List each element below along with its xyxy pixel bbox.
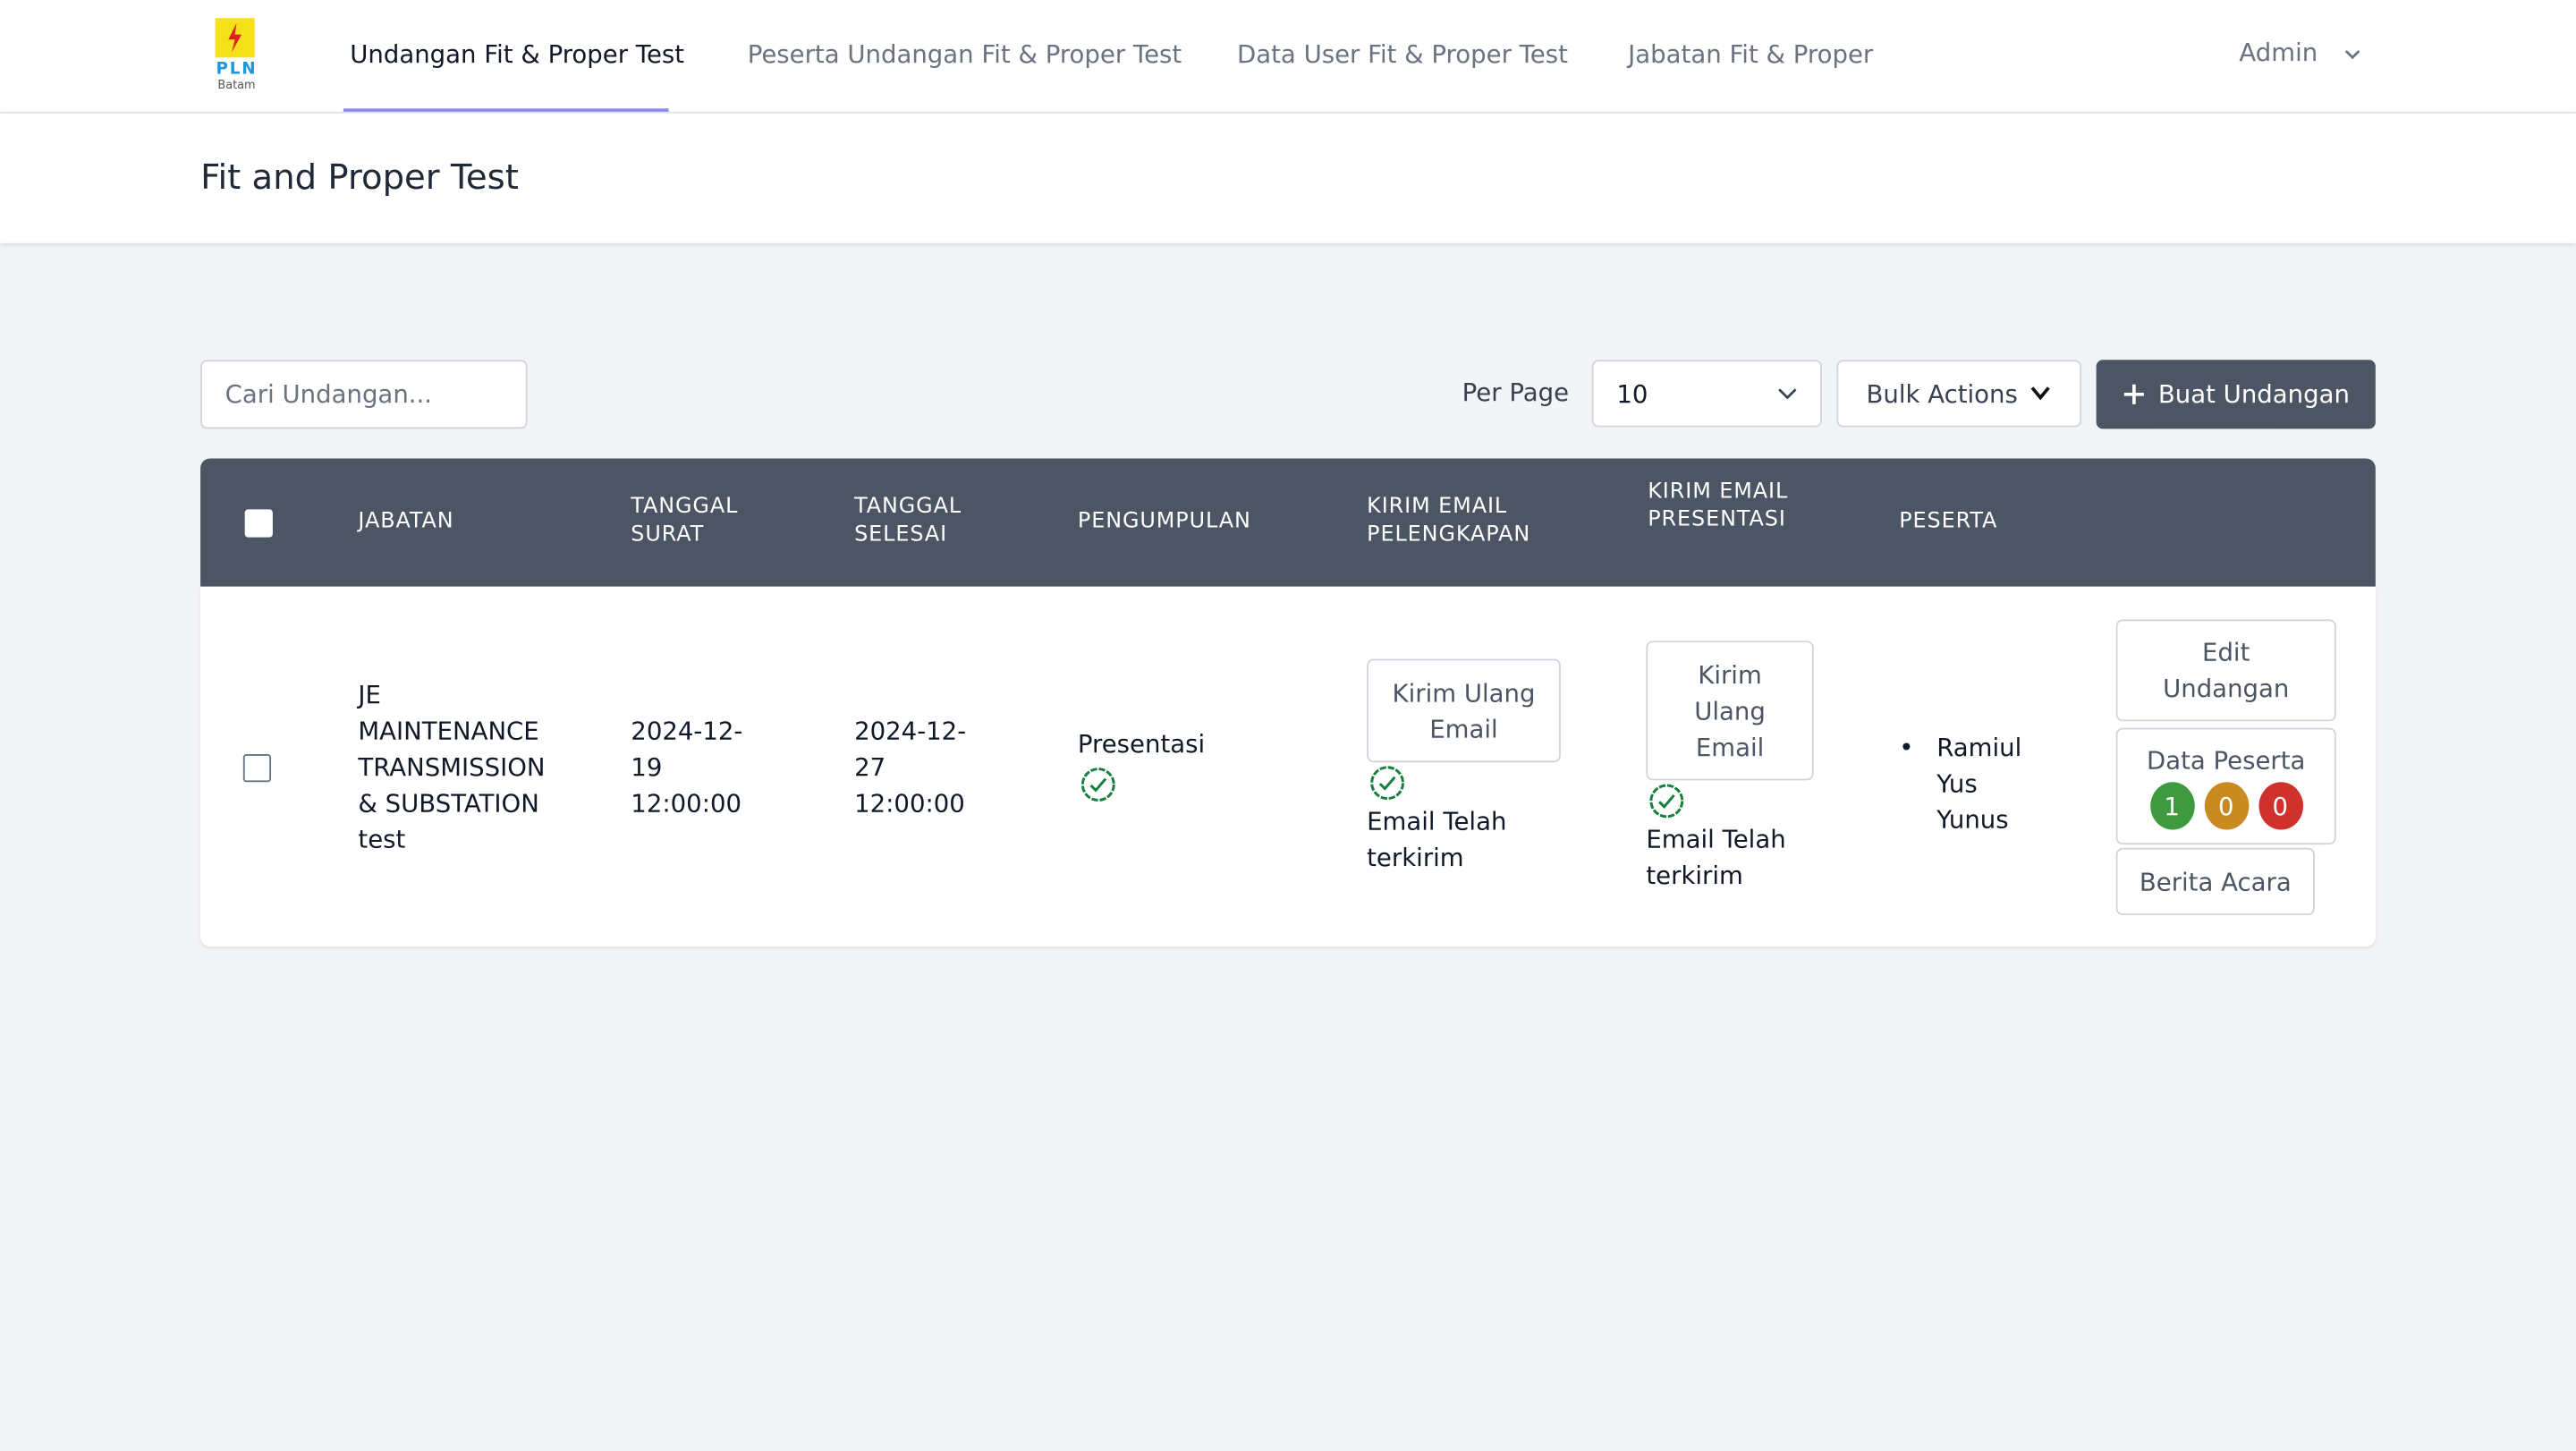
logo-icon	[215, 18, 255, 58]
nav-link[interactable]: Undangan Fit & Proper Test	[350, 39, 685, 70]
email-status: Email Telah terkirim	[1367, 806, 1507, 873]
plus-icon	[2123, 384, 2144, 404]
count-badge: 0	[2203, 782, 2249, 830]
user-name: Admin	[2239, 38, 2318, 68]
berita-acara-button[interactable]: Berita Acara	[2115, 847, 2315, 916]
data-peserta-label: Data Peserta	[2146, 745, 2306, 776]
peserta-list: • Ramiul Yus Yunus	[1899, 729, 2030, 837]
column-header: Kirim Email Pelengkapan	[1367, 494, 1531, 547]
peserta-name: Ramiul Yus Yunus	[1936, 733, 2022, 836]
bulk-actions-label: Bulk Actions	[1866, 379, 2018, 410]
chevron	[2344, 49, 2360, 60]
page-title: Fit and Proper Test	[200, 157, 519, 198]
per-page-select[interactable]: 10	[1591, 360, 1822, 428]
column-header: Tanggal Selesai	[854, 494, 962, 547]
navbar: PLN Batam Undangan Fit & Proper Test Pes…	[0, 0, 2576, 114]
peserta-item: • Ramiul Yus Yunus	[1899, 729, 2030, 837]
page-header: Fit and Proper Test	[0, 113, 2576, 243]
jabatan-cell: JE MAINTENANCE TRANSMISSION & SUBSTATION…	[358, 680, 546, 855]
resend-email-button[interactable]: Kirim Ulang Email	[1367, 658, 1561, 763]
pengumpulan-cell: Presentasi	[1077, 729, 1206, 759]
check-icon	[1370, 766, 1405, 801]
per-page-label: Per Page	[1462, 378, 1570, 408]
count-badge: 1	[2149, 782, 2194, 830]
check-icon	[1649, 784, 1684, 819]
search-input[interactable]: Cari Undangan...	[200, 360, 528, 429]
nav-link[interactable]: Peserta Undangan Fit & Proper Test	[747, 39, 1182, 70]
column-header: Jabatan	[358, 509, 454, 534]
active-underline	[343, 108, 669, 112]
tanggal-surat-cell: 2024-12-19 12:00:00	[631, 716, 743, 819]
count-badge: 0	[2258, 782, 2303, 830]
resend-email-button[interactable]: Kirim Ulang Email	[1646, 641, 1814, 781]
chevron	[2030, 386, 2050, 401]
user-menu[interactable]: Admin	[2239, 38, 2361, 67]
column-header: Kirim Email Presentasi	[1648, 479, 1789, 533]
column-header: Tanggal Surat	[631, 494, 739, 547]
logo-text: PLN	[216, 60, 258, 80]
column-header: Pengumpulan	[1077, 509, 1251, 534]
per-page-value: 10	[1616, 379, 1648, 410]
table-row: JE MAINTENANCE TRANSMISSION & SUBSTATION…	[200, 586, 2376, 946]
create-button-label: Buat Undangan	[2157, 379, 2350, 410]
select-all-checkbox[interactable]	[244, 509, 273, 538]
nav-link[interactable]: Data User Fit & Proper Test	[1237, 39, 1568, 70]
tanggal-selesai-cell: 2024-12-27 12:00:00	[854, 716, 967, 819]
nav-link[interactable]: Jabatan Fit & Proper	[1628, 39, 1874, 70]
bulk-actions[interactable]: Bulk Actions	[1836, 360, 2082, 428]
table-header: Jabatan Tanggal Surat Tanggal Selesai Pe…	[200, 458, 2376, 587]
email-status: Email Telah terkirim	[1646, 825, 1786, 891]
logo-bolt	[228, 22, 242, 53]
create-button[interactable]: Buat Undangan	[2096, 360, 2376, 429]
chevron	[1778, 388, 1797, 400]
row-checkbox[interactable]	[242, 754, 272, 783]
check-icon	[1080, 768, 1115, 802]
edit-button[interactable]: Edit Undangan	[2115, 619, 2336, 722]
logo-subtext: Batam	[217, 79, 256, 92]
column-header: Peserta	[1899, 509, 1998, 534]
